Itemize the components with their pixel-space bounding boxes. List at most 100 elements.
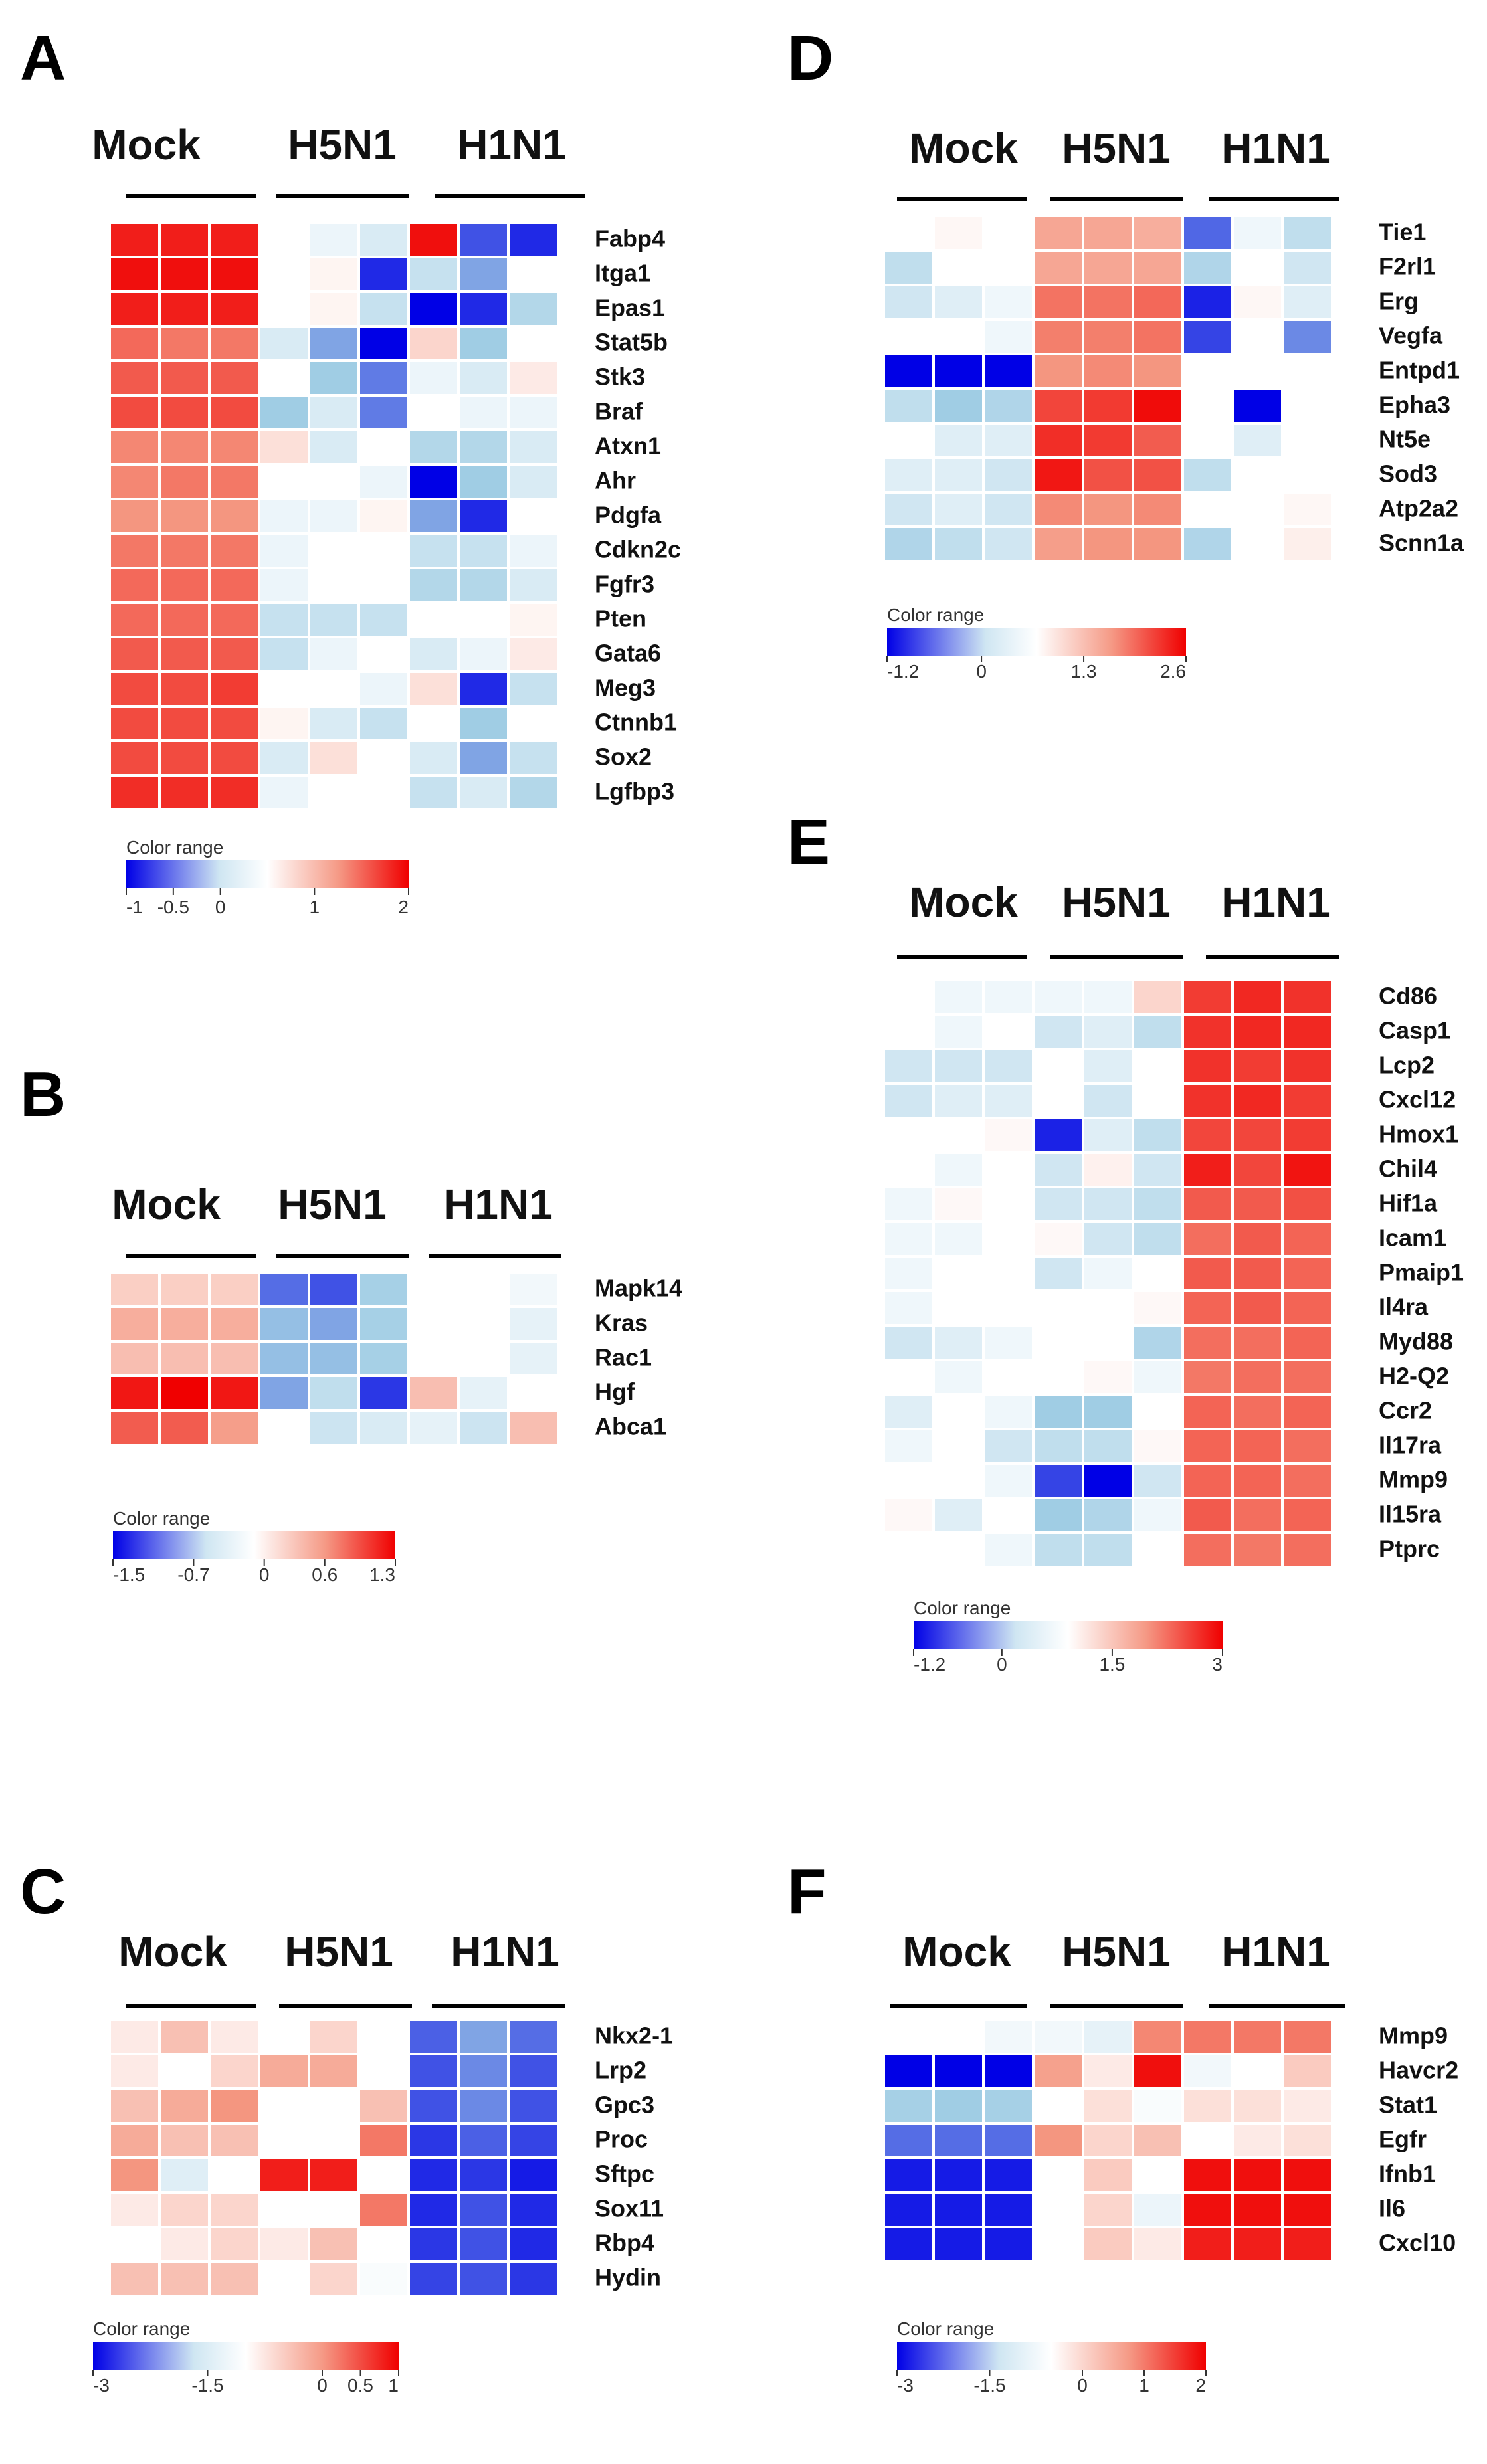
heatmap-cell [1281, 2018, 1334, 2055]
heatmap-cell [982, 318, 1035, 355]
heatmap-cell [1032, 1324, 1084, 1361]
heatmap-cell [457, 2122, 510, 2159]
heatmap-cell [1181, 2018, 1234, 2055]
heatmap-cell [1281, 525, 1334, 563]
heatmap-cell [1281, 2122, 1334, 2159]
heatmap-cell [882, 1324, 935, 1361]
heatmap-cell [258, 2156, 310, 2194]
heatmap-cell [1231, 1462, 1284, 1499]
heatmap-cell [457, 739, 510, 777]
heatmap-cell [932, 284, 985, 321]
panel-A: A Mock H5N1 H1N1 Fabp4 Itga1 Epas1 Stat5b Stk3 Br… [20, 23, 681, 917]
heatmap-cell [407, 774, 460, 811]
heatmap-cell [158, 774, 211, 811]
heatmap-cell [982, 1497, 1035, 1534]
heatmap-cell [1132, 2226, 1184, 2263]
heatmap-cell [1181, 1531, 1234, 1568]
heatmap-cell [1181, 284, 1234, 321]
heatmap-cell [1132, 2018, 1184, 2055]
heatmap-cell [1231, 318, 1284, 355]
heatmap-cell [357, 601, 410, 638]
heatmap-cell [158, 1409, 211, 1446]
heatmap-cell [1281, 2053, 1334, 2090]
heatmap-cell [357, 636, 410, 673]
heatmap-cell [1082, 1462, 1134, 1499]
heatmap-cell [308, 1374, 360, 1412]
heatmap-cell [882, 1359, 935, 1396]
heatmap-cell [108, 463, 161, 500]
heatmap-cell [982, 2018, 1035, 2055]
heatmap-cell [982, 387, 1035, 425]
heatmap-cell [1231, 525, 1284, 563]
heatmap-cell [108, 1305, 161, 1343]
heatmap-cell [1082, 1013, 1134, 1050]
heatmap-cell [882, 2226, 935, 2263]
heatmap-cell [258, 601, 310, 638]
heatmap-cell [407, 394, 460, 431]
heatmap-cell [158, 428, 211, 466]
heatmap-cell [407, 1374, 460, 1412]
heatmap-cell [357, 739, 410, 777]
heatmap-cell [407, 739, 460, 777]
heatmap-cell [208, 774, 260, 811]
heatmap-cell [1032, 318, 1084, 355]
heatmap-cell [507, 359, 559, 397]
heatmap-cell [158, 739, 211, 777]
heatmap-cell [1281, 1359, 1334, 1396]
heatmap-cell [457, 636, 510, 673]
heatmap-cell [1132, 1428, 1184, 1465]
gene-label: Sox11 [595, 2194, 664, 2222]
heatmap-cell [158, 290, 211, 328]
color-range-tick-label: 2 [398, 897, 409, 917]
heatmap-cell [932, 353, 985, 390]
gene-label: Nt5e [1379, 425, 1431, 452]
gene-label: Kras [595, 1309, 648, 1336]
gene-label: Stat1 [1379, 2091, 1437, 2118]
heatmap-cell [1281, 1117, 1334, 1154]
heatmap-cell [457, 532, 510, 569]
heatmap-cell [158, 498, 211, 535]
heatmap-cell [208, 2260, 260, 2297]
heatmap-cell [407, 498, 460, 535]
heatmap-cell [308, 325, 360, 362]
heatmap-cell [208, 2156, 260, 2194]
heatmap-cell [457, 567, 510, 604]
heatmap-cell [1181, 1186, 1234, 1223]
gene-label: Pten [595, 605, 646, 632]
heatmap-cell [932, 215, 985, 252]
heatmap-cell [1132, 525, 1184, 563]
gene-label: Entpd1 [1379, 356, 1460, 383]
heatmap-cell [258, 774, 310, 811]
heatmap-cell [1181, 1497, 1234, 1534]
heatmap-cell [308, 1305, 360, 1343]
heatmap-cell [1181, 979, 1234, 1016]
gene-label: Cxcl12 [1379, 1086, 1456, 1113]
heatmap-cell [258, 290, 310, 328]
heatmap-cell [108, 636, 161, 673]
color-range-tick-label: 0.5 [347, 2375, 373, 2396]
heatmap-cell [932, 1462, 985, 1499]
heatmap-cell [1231, 1151, 1284, 1188]
heatmap-cell [1231, 491, 1284, 528]
heatmap-cell [457, 2260, 510, 2297]
heatmap-cell [1281, 979, 1334, 1016]
heatmap-cell [982, 1220, 1035, 1258]
color-range-tick-label: 1.3 [1071, 661, 1097, 682]
color-range-tick-label: 2 [1195, 2375, 1206, 2396]
heatmap-cell [108, 705, 161, 742]
heatmap-cell [1032, 491, 1084, 528]
heatmap-cell [1181, 2122, 1234, 2159]
heatmap-cell [932, 387, 985, 425]
heatmap-cell [407, 601, 460, 638]
heatmap-cell [932, 979, 985, 1016]
panel-letter-C: C [20, 1856, 66, 1927]
heatmap-cell [1082, 1186, 1134, 1223]
gene-label: Myd88 [1379, 1327, 1453, 1355]
heatmap-cell [407, 428, 460, 466]
heatmap-cell [1231, 215, 1284, 252]
group-label-h1n1: H1N1 [444, 1181, 553, 1228]
gene-label: Meg3 [595, 674, 656, 701]
heatmap-cell [308, 256, 360, 293]
heatmap-cell [357, 2260, 410, 2297]
